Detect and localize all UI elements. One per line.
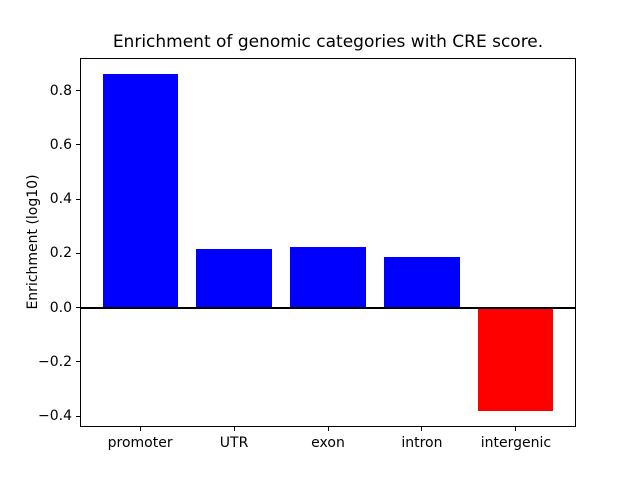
zero-axis-line [80, 306, 576, 309]
y-tick-label: 0.4 [49, 191, 72, 208]
x-tick-label: exon [311, 435, 345, 451]
y-tick-label: 0.6 [49, 136, 72, 153]
bar-intron [384, 257, 460, 308]
y-tick-label: −0.4 [38, 408, 72, 425]
y-axis-label: Enrichment (log10) [25, 174, 41, 310]
y-tick-mark [76, 198, 80, 200]
x-tick-mark [233, 427, 235, 431]
bar-intergenic [478, 307, 554, 411]
y-tick-mark [76, 415, 80, 417]
x-tick-label: intergenic [480, 435, 552, 451]
y-tick-label: −0.2 [38, 353, 72, 370]
plot-area: 0.8 0.6 0.4 0.2 0.0 −0.2 −0.4 promoter UTR exon in… [38, 58, 576, 451]
y-tick-mark [76, 361, 80, 363]
y-tick-label: 0.0 [49, 299, 72, 316]
x-tick-label: intron [401, 435, 443, 451]
y-tick-mark [76, 144, 80, 146]
bar-promoter [102, 74, 178, 308]
x-tick-label: UTR [219, 435, 249, 451]
x-tick-label: promoter [107, 435, 173, 451]
x-tick-mark [515, 427, 517, 431]
y-tick-label: 0.2 [49, 245, 72, 262]
x-tick-mark [139, 427, 141, 431]
bar-exon [290, 246, 366, 308]
y-tick-mark [76, 307, 80, 309]
y-tick-mark [76, 252, 80, 254]
chart-title: Enrichment of genomic categories with CR… [112, 32, 544, 52]
bar-utr [196, 249, 272, 308]
y-tick-label: 0.8 [49, 82, 72, 99]
x-tick-mark [421, 427, 423, 431]
y-tick-mark [76, 90, 80, 92]
x-tick-mark [327, 427, 329, 431]
